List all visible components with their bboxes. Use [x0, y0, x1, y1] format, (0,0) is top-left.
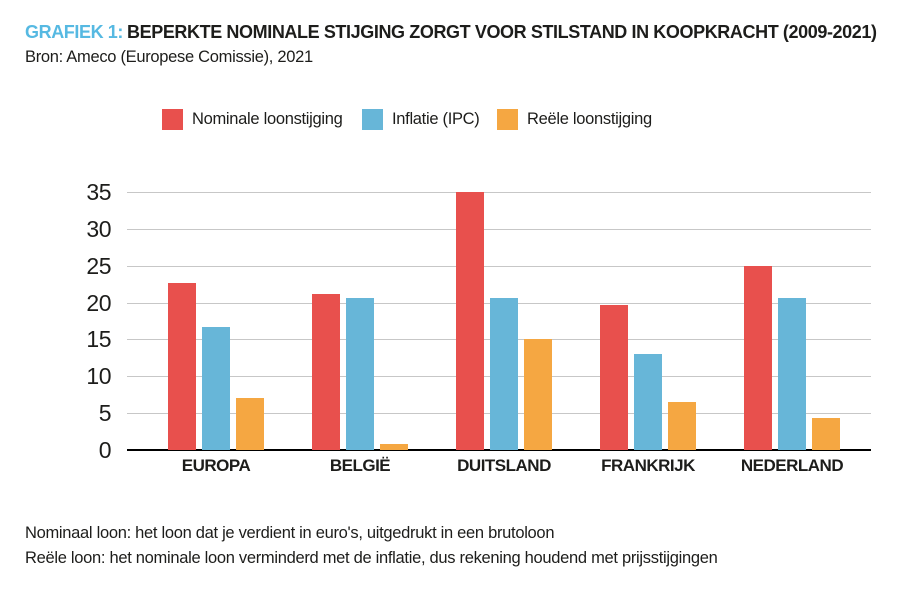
- bar-frankrijk-nominale-loonstijging: [600, 304, 628, 450]
- x-axis-label-frankrijk: FRANKRIJK: [601, 456, 695, 475]
- legend-swatch-re-le-loonstijging: [497, 109, 518, 130]
- bar-duitsland-nominale-loonstijging: [456, 192, 484, 450]
- bar-belgi-re-le-loonstijging: [380, 444, 408, 450]
- bar-nederland-re-le-loonstijging: [812, 417, 840, 450]
- bar-belgi-inflatie-ipc: [346, 298, 374, 450]
- bar-group-duitsland: [456, 192, 552, 450]
- bar-nederland-nominale-loonstijging: [744, 265, 772, 450]
- y-axis-tick-20: 20: [86, 289, 111, 316]
- bar-group-nederland: [744, 192, 840, 450]
- bar-nederland-inflatie-ipc: [778, 298, 806, 450]
- y-axis-tick-35: 35: [86, 179, 111, 205]
- y-axis-tick-15: 15: [86, 326, 111, 353]
- gridline-35: [127, 192, 871, 193]
- x-axis-label-europa: EUROPA: [181, 456, 251, 475]
- bar-europa-inflatie-ipc: [202, 326, 230, 450]
- legend-swatch-inflatie-ipc: [362, 109, 383, 130]
- gridline-30: [127, 228, 871, 230]
- y-axis-tick-10: 10: [86, 363, 111, 390]
- footnotes: Nominaal loon: het loon dat je verdient …: [25, 521, 718, 571]
- bar-group-europa: [168, 192, 264, 450]
- legend-item-nominale-loonstijging: Nominale loonstijging: [162, 109, 343, 130]
- footnote-reele-loon: Reële loon: het nominale loon verminderd…: [25, 549, 718, 567]
- bar-group-frankrijk: [600, 192, 696, 450]
- bar-frankrijk-inflatie-ipc: [634, 354, 662, 450]
- bar-europa-re-le-loonstijging: [236, 398, 264, 450]
- legend-label-inflatie-ipc: Inflatie (IPC): [392, 110, 480, 128]
- legend-swatch-nominale-loonstijging: [162, 109, 183, 130]
- legend-label-nominale-loonstijging: Nominale loonstijging: [192, 110, 343, 128]
- chart-title-text: BEPERKTE NOMINALE STIJGING ZORGT VOOR ST…: [127, 22, 877, 42]
- legend-label-re-le-loonstijging: Reële loonstijging: [527, 110, 652, 128]
- legend-item-re-le-loonstijging: Reële loonstijging: [497, 109, 652, 130]
- gridline-25: [127, 265, 871, 267]
- x-axis-label-nederland: NEDERLAND: [740, 456, 844, 475]
- bar-group-belgi: [312, 192, 408, 450]
- bar-duitsland-re-le-loonstijging: [524, 339, 552, 450]
- x-axis-line: [127, 449, 871, 451]
- y-axis-tick-25: 25: [86, 252, 111, 279]
- x-axis-label-duitsland: DUITSLAND: [457, 456, 551, 475]
- bar-belgi-nominale-loonstijging: [312, 293, 340, 450]
- bar-europa-nominale-loonstijging: [168, 282, 196, 450]
- legend-item-inflatie-ipc: Inflatie (IPC): [362, 109, 480, 130]
- x-axis-label-belgi: BELGIË: [329, 456, 391, 475]
- chart-source: Bron: Ameco (Europese Comissie), 2021: [25, 48, 313, 66]
- bar-duitsland-inflatie-ipc: [490, 298, 518, 450]
- footnote-nominaal-loon: Nominaal loon: het loon dat je verdient …: [25, 524, 555, 542]
- bar-frankrijk-re-le-loonstijging: [668, 402, 696, 450]
- chart-title: GRAFIEK 1: BEPERKTE NOMINALE STIJGING ZOR…: [25, 22, 877, 43]
- y-axis-tick-30: 30: [86, 215, 111, 242]
- chart-title-label: GRAFIEK 1:: [25, 22, 124, 42]
- y-axis-tick-0: 0: [98, 437, 112, 463]
- y-axis-tick-5: 5: [98, 400, 112, 427]
